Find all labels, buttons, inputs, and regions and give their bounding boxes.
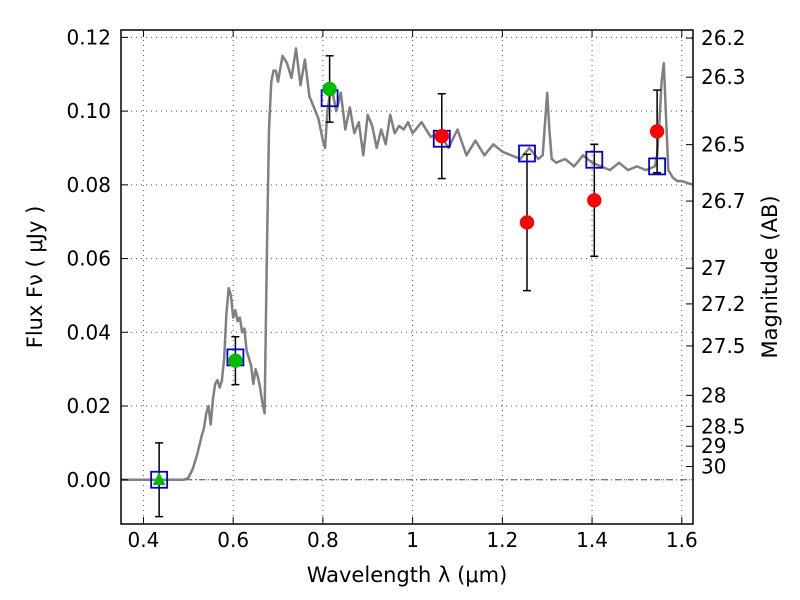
magnitude-tick-label: 26.5 xyxy=(701,133,746,157)
grid-lines xyxy=(121,30,693,524)
observed-point-upper-limit xyxy=(152,472,166,486)
x-tick-label: 1.6 xyxy=(666,528,698,552)
model-point xyxy=(648,157,667,176)
magnitude-tick-label: 26.3 xyxy=(701,65,746,89)
x-tick-label: 1 xyxy=(406,528,419,552)
x-tick-label: 0.4 xyxy=(128,528,160,552)
observed-photometry-points xyxy=(152,81,665,486)
magnitude-tick-label: 28.5 xyxy=(701,414,746,438)
observed-point xyxy=(228,353,243,368)
y2-axis-label: Magnitude (AB) xyxy=(758,195,782,358)
magnitude-tick-label: 30 xyxy=(701,454,726,478)
x-tick-label: 1.2 xyxy=(486,528,518,552)
y-tick-labels: 0.00 0.02 0.04 0.06 0.08 0.10 0.12 xyxy=(66,25,111,491)
magnitude-tick-label: 29 xyxy=(701,434,726,458)
magnitude-tick-label: 27 xyxy=(701,256,726,280)
x-tick-label: 0.6 xyxy=(217,528,249,552)
x-tick-labels: 0.4 0.6 0.8 1 1.2 1.4 1.6 xyxy=(128,528,698,552)
y-tick-label: 0.06 xyxy=(66,247,111,271)
observed-point xyxy=(649,124,665,139)
magnitude-tick-label: 26.2 xyxy=(701,26,746,50)
magnitude-tick-label: 26.7 xyxy=(701,189,746,213)
x-axis-label: Wavelength λ (μm) xyxy=(307,563,508,587)
model-point xyxy=(518,144,536,163)
y-tick-label: 0.10 xyxy=(66,99,111,123)
observed-point xyxy=(519,215,535,230)
observed-point xyxy=(322,81,337,97)
plot-frame xyxy=(120,29,694,525)
model-point xyxy=(150,470,169,489)
y-tick-label: 0.08 xyxy=(66,173,111,197)
y-tick-label: 0.02 xyxy=(66,394,111,418)
y-tick-label: 0.00 xyxy=(66,468,111,492)
magnitude-tick-label: 28 xyxy=(701,383,726,407)
magnitude-tick-label: 27.2 xyxy=(701,292,746,316)
axis-ticks xyxy=(121,30,693,524)
y-tick-label: 0.04 xyxy=(66,320,111,344)
sed-model-curve xyxy=(121,47,694,482)
model-point xyxy=(585,150,604,169)
observed-point xyxy=(434,128,450,144)
magnitude-tick-label: 27.5 xyxy=(701,334,746,358)
y-axis-label: Flux Fν ( μJy ) xyxy=(23,206,47,349)
y-tick-label: 0.12 xyxy=(66,25,111,49)
x-tick-label: 0.8 xyxy=(307,528,339,552)
x-tick-label: 1.4 xyxy=(576,528,608,552)
observed-point xyxy=(587,193,602,208)
